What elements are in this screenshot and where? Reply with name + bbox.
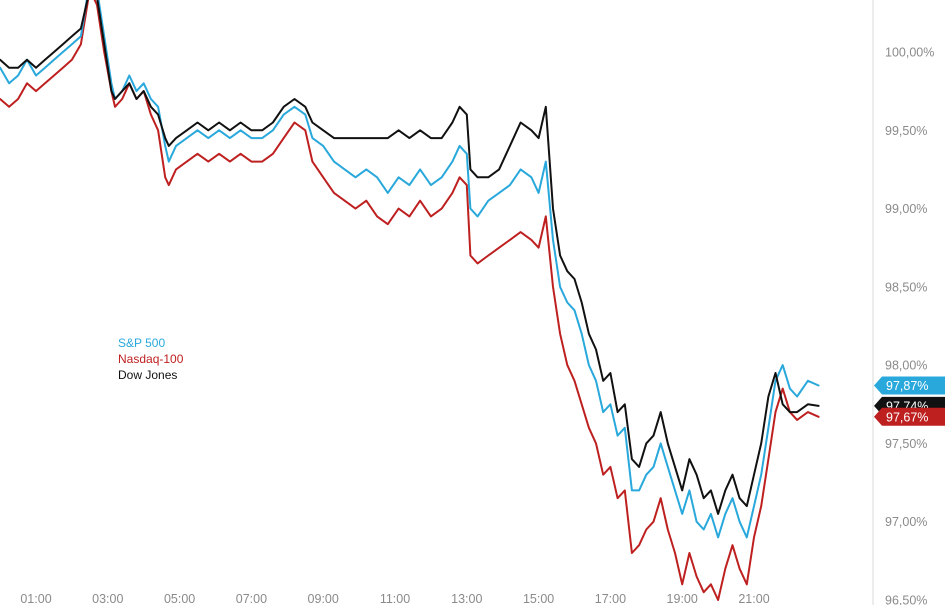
y-tick-label: 99,50% (885, 124, 927, 138)
legend-entry-nasdaq100: Nasdaq-100 (118, 352, 184, 366)
series-lines (0, 0, 820, 601)
y-tick-label: 98,00% (885, 359, 927, 373)
legend-entry-dowjones: Dow Jones (118, 368, 177, 382)
x-tick-label: 05:00 (164, 592, 195, 605)
badge-nasdaq100: 97,67% (874, 407, 945, 426)
x-tick-label: 07:00 (236, 592, 267, 605)
series-line-sp500 (0, 0, 820, 539)
y-tick-label: 99,00% (885, 202, 927, 216)
y-tick-label: 98,50% (885, 280, 927, 294)
x-tick-label: 21:00 (738, 592, 769, 605)
end-value-badges: 97,74%97,87%97,67% (874, 376, 945, 426)
badge-sp500-shape (874, 376, 945, 395)
y-tick-label: 96,50% (885, 594, 927, 605)
x-tick-label: 09:00 (308, 592, 339, 605)
badge-sp500-label: 97,87% (886, 379, 928, 393)
x-tick-label: 19:00 (667, 592, 698, 605)
badge-sp500: 97,87% (874, 376, 945, 395)
legend-entry-sp500: S&P 500 (118, 336, 165, 350)
x-tick-label: 03:00 (92, 592, 123, 605)
y-tick-label: 97,50% (885, 437, 927, 451)
badge-nasdaq100-label: 97,67% (886, 410, 928, 424)
x-tick-label: 15:00 (523, 592, 554, 605)
x-tick-label: 13:00 (451, 592, 482, 605)
y-tick-label: 100,00% (885, 46, 934, 60)
y-tick-label: 97,00% (885, 515, 927, 529)
x-axis-ticks: 01:00 03:00 05:00 07:00 09:00 11:00 13:00 15:00… (20, 592, 769, 605)
badge-nasdaq100-shape (874, 407, 945, 426)
x-tick-label: 17:00 (595, 592, 626, 605)
x-tick-label: 11:00 (380, 592, 410, 605)
y-axis-ticks: 100,00% 99,50% 99,00% 98,50% 98,00% 97,50% 97,… (885, 46, 934, 605)
series-line-dowjones (0, 0, 820, 515)
legend: S&P 500 Nasdaq-100 Dow Jones (118, 336, 184, 382)
x-tick-label: 01:00 (20, 592, 51, 605)
